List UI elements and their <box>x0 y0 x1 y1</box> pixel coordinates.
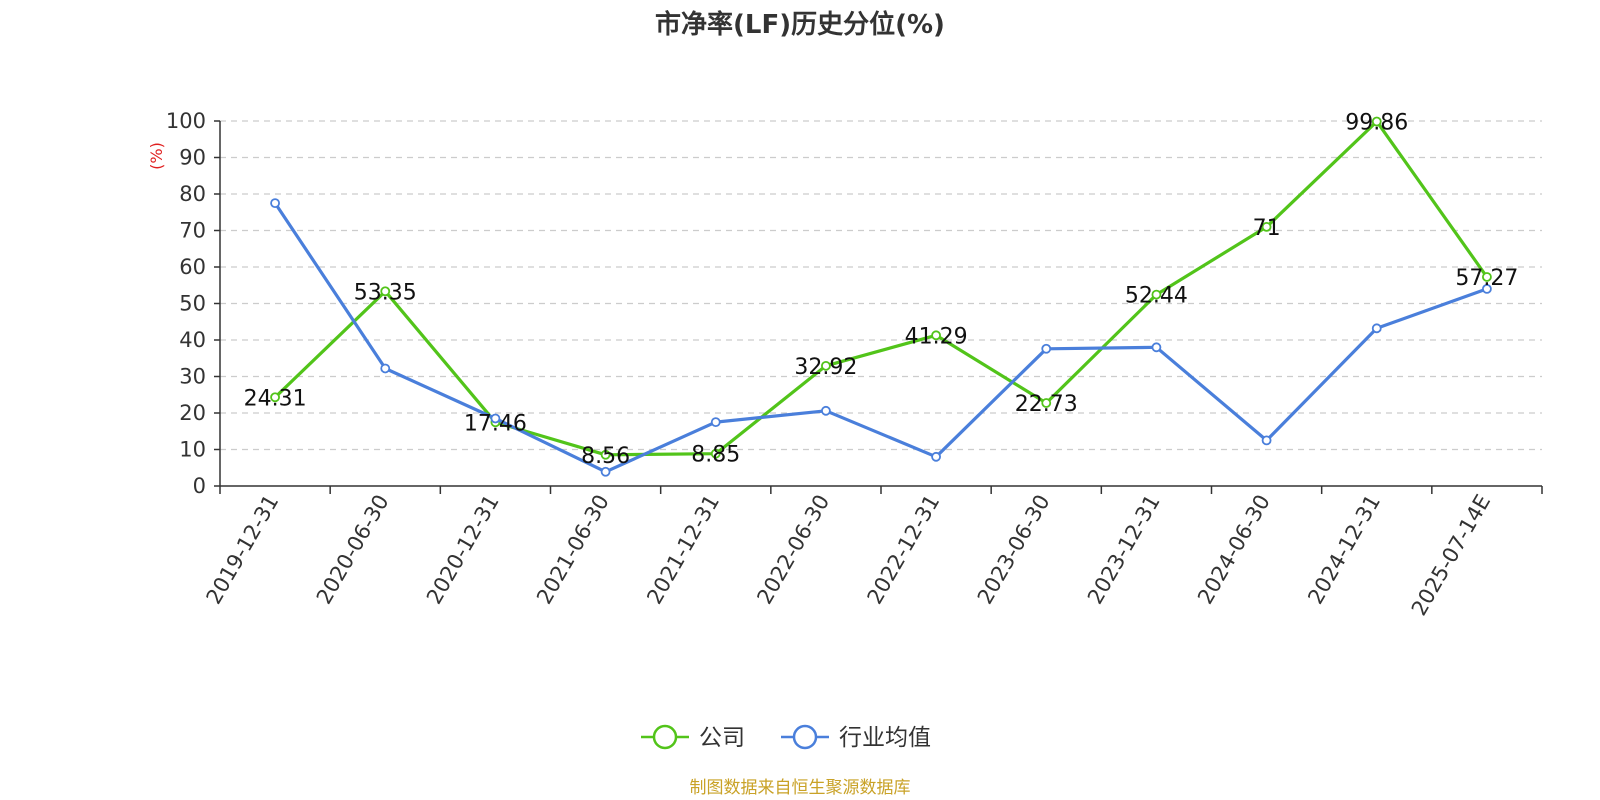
series-1-point-9 <box>1261 435 1272 446</box>
x-tick-label-2022-12-31: 2022-12-31 <box>863 490 945 608</box>
series-1-point-7 <box>1041 343 1052 354</box>
series-0-point-7 <box>1041 398 1052 408</box>
series-0-point-3 <box>600 449 611 460</box>
data-label-0: 24.31 <box>244 386 307 411</box>
y-tick-label-40: 40 <box>179 328 206 352</box>
legend-label-0: 公司 <box>699 725 745 751</box>
data-label-6: 41.29 <box>905 324 968 349</box>
data-label-1: 53.35 <box>354 280 417 305</box>
series-0-point-10 <box>1371 116 1382 127</box>
y-tick-label-100: 100 <box>166 109 206 133</box>
y-tick-label-60: 60 <box>179 255 206 279</box>
series-1-point-1 <box>380 363 391 374</box>
data-label-3: 8.56 <box>581 444 630 469</box>
y-tick-label-0: 0 <box>193 474 206 498</box>
x-tick-label-2020-12-31: 2020-12-31 <box>422 490 504 608</box>
source-note: 制图数据来自恒生聚源数据库 <box>690 778 911 798</box>
legend-item-company[interactable]: 公司 <box>641 724 745 751</box>
series-1-point-3 <box>600 466 611 477</box>
x-tick-label-2021-06-30: 2021-06-30 <box>532 491 614 609</box>
series-1-point-11 <box>1482 283 1492 294</box>
series-0-point-5 <box>821 360 831 371</box>
series-0-point-11 <box>1482 272 1492 282</box>
x-tick-label-2025-07-14E: 2025-07-14E <box>1407 491 1495 620</box>
series-1-point-6 <box>931 451 941 462</box>
y-tick-label-10: 10 <box>179 438 206 462</box>
series-0-point-4 <box>710 448 721 459</box>
series-1-point-8 <box>1151 342 1162 353</box>
data-label-5: 32.92 <box>794 355 857 380</box>
y-axis-label: (%) <box>147 142 166 170</box>
series-layer <box>270 116 1492 477</box>
series-1-point-2 <box>490 413 501 424</box>
legend-swatch-circle-1 <box>792 724 818 750</box>
y-tick-label-70: 70 <box>179 219 206 243</box>
grid-lines <box>220 120 1542 451</box>
series-0-point-8 <box>1151 289 1162 300</box>
series-0-point-1 <box>380 286 391 297</box>
x-tick-label-2019-12-31: 2019-12-31 <box>202 491 284 609</box>
series-0-point-0 <box>270 392 280 403</box>
data-label-10: 99.86 <box>1345 111 1408 136</box>
y-tick-label-90: 90 <box>179 146 206 170</box>
series-1-point-5 <box>821 405 831 416</box>
x-tick-label-2022-06-30: 2022-06-30 <box>752 491 834 609</box>
series-1-point-0 <box>270 198 280 209</box>
y-tick-label-50: 50 <box>179 292 206 316</box>
y-tick-label-20: 20 <box>179 401 206 425</box>
data-label-11: 57.27 <box>1455 266 1518 291</box>
series-0-point-6 <box>931 330 941 341</box>
data-label-9: 71 <box>1253 216 1281 241</box>
y-tick-label-80: 80 <box>179 182 206 206</box>
series-1-point-10 <box>1371 323 1382 334</box>
data-label-8: 52.44 <box>1125 284 1188 309</box>
data-label-4: 8.85 <box>691 443 740 468</box>
series-line-1 <box>273 202 1488 474</box>
x-tick-label-2020-06-30: 2020-06-30 <box>312 491 394 609</box>
y-tick-label-30: 30 <box>179 365 206 389</box>
x-tick-label-2024-06-30: 2024-06-30 <box>1193 491 1275 609</box>
series-line-0 <box>273 119 1489 457</box>
data-label-7: 22.73 <box>1015 392 1078 417</box>
legend-swatch-circle-0 <box>652 724 678 750</box>
data-labels: 24.31 53.35 17.46 8.56 8.85 32.92 41.29 22.73 52… <box>244 111 1519 469</box>
x-tick-label-2021-12-31: 2021-12-31 <box>642 491 724 609</box>
legend-label-1: 行业均值 <box>839 725 931 751</box>
x-tick-label-2023-06-30: 2023-06-30 <box>973 491 1055 609</box>
legend[interactable]: 公司 行业均值 <box>641 724 931 751</box>
series-1-point-4 <box>710 417 721 428</box>
series-0-point-9 <box>1261 221 1272 232</box>
x-tick-label-2023-12-31: 2023-12-31 <box>1083 491 1165 609</box>
x-tick-label-2024-12-31: 2024-12-31 <box>1303 491 1385 609</box>
data-label-2: 17.46 <box>464 411 527 436</box>
legend-item-industry[interactable]: 行业均值 <box>781 724 931 751</box>
chart-title: 市净率(LF)历史分位(%) <box>655 9 945 40</box>
